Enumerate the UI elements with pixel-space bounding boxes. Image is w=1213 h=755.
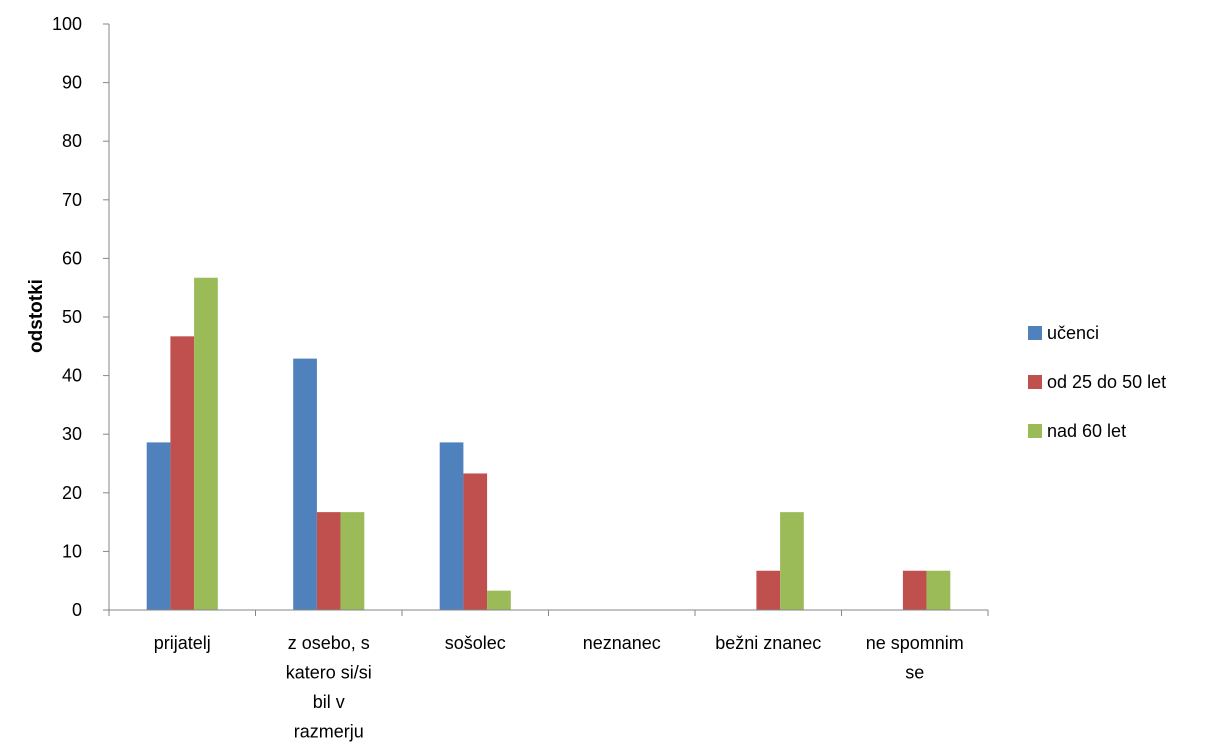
y-tick-label: 30	[62, 424, 82, 444]
x-tick-label: prijatelj	[154, 633, 211, 653]
bar	[170, 336, 195, 610]
bar	[146, 442, 171, 610]
legend-label: učenci	[1047, 323, 1099, 343]
x-axis-labels: prijatelj z osebo, s katero si/si bil v razm…	[154, 633, 964, 742]
bar	[439, 442, 464, 610]
x-tick-label: bežni znanec	[715, 633, 821, 653]
legend-label: od 25 do 50 let	[1047, 372, 1166, 392]
y-axis-label: odstotki	[26, 279, 47, 353]
y-tick-label: 80	[62, 131, 82, 151]
legend-label: nad 60 let	[1047, 421, 1126, 441]
y-tick-label: 90	[62, 73, 82, 93]
legend-swatch	[1028, 326, 1042, 340]
bars	[146, 277, 951, 610]
y-tick-label: 40	[62, 366, 82, 386]
x-tick-label: ne spomnim se	[866, 633, 964, 683]
bar	[293, 358, 317, 610]
y-tick-label: 50	[62, 307, 82, 327]
bar	[340, 512, 365, 610]
y-tick-label: 0	[72, 600, 82, 620]
y-tick-label: 100	[52, 14, 82, 34]
y-tick-label: 70	[62, 190, 82, 210]
y-tick-label: 20	[62, 483, 82, 503]
bar	[316, 512, 341, 610]
bar	[902, 570, 927, 610]
bar	[487, 590, 511, 610]
legend-swatch	[1028, 424, 1042, 438]
y-axis-ticks: 0 10 20 30 40 50 60 70 80 90 100	[52, 14, 109, 620]
axes	[108, 24, 989, 616]
bar	[780, 512, 804, 610]
legend: učenci od 25 do 50 let nad 60 let	[1028, 323, 1166, 441]
legend-swatch	[1028, 375, 1042, 389]
bar	[463, 473, 488, 610]
bar	[194, 277, 218, 610]
x-tick-label: sošolec	[445, 633, 506, 653]
bar	[756, 570, 781, 610]
y-tick-label: 10	[62, 541, 82, 561]
bar	[926, 570, 951, 610]
x-tick-label: neznanec	[583, 633, 661, 653]
x-tick-label: z osebo, s katero si/si bil v razmerju	[286, 633, 372, 742]
y-tick-label: 60	[62, 248, 82, 268]
